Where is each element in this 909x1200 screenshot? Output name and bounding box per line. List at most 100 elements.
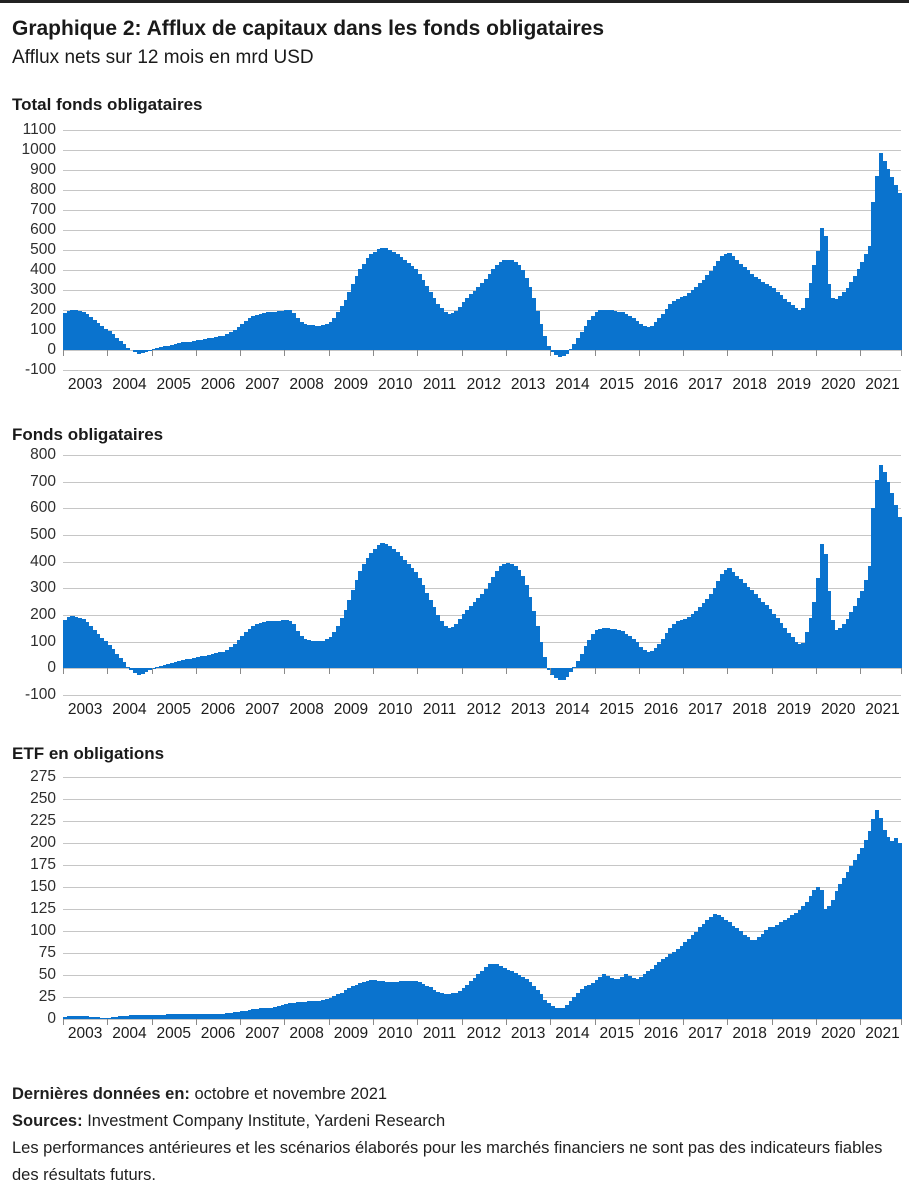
bar — [63, 620, 68, 669]
x-axis-year-label: 2004 — [112, 701, 147, 718]
bar — [291, 313, 297, 350]
bar — [406, 263, 411, 350]
bar — [864, 580, 869, 669]
bar — [631, 318, 636, 350]
bar — [454, 310, 459, 350]
bar — [878, 153, 884, 350]
x-axis-tick — [328, 668, 330, 675]
bar — [627, 316, 633, 350]
gridline — [63, 535, 901, 536]
bar — [860, 848, 865, 1019]
bar — [173, 1013, 178, 1019]
bar — [771, 613, 777, 669]
gridline — [63, 150, 901, 151]
bar — [336, 994, 341, 1019]
bar — [155, 1014, 160, 1019]
bar — [199, 1013, 204, 1019]
bar — [310, 325, 315, 350]
bar — [254, 314, 260, 350]
bar — [136, 668, 142, 675]
bar — [513, 262, 518, 350]
bar — [701, 603, 706, 669]
bar — [823, 909, 828, 1019]
bar — [723, 253, 729, 350]
bar — [147, 350, 153, 351]
x-axis-tick — [727, 350, 729, 356]
bar — [860, 591, 865, 669]
x-axis-tick — [901, 350, 902, 356]
bar — [199, 656, 204, 669]
bar — [734, 575, 740, 669]
bar — [225, 1012, 230, 1019]
bar — [70, 310, 75, 350]
bar — [583, 986, 588, 1019]
bar — [88, 626, 94, 669]
bar — [114, 1017, 119, 1019]
bar — [790, 305, 795, 350]
bar — [280, 1004, 286, 1019]
x-axis-tick — [151, 1019, 153, 1025]
bar — [779, 295, 784, 350]
bar — [325, 639, 330, 669]
footer: Dernières données en: octobre et novembr… — [12, 1081, 897, 1189]
bar — [417, 274, 422, 350]
bar — [598, 976, 603, 1019]
bar — [410, 567, 415, 669]
bar — [709, 916, 714, 1019]
x-axis-year-label: 2013 — [510, 701, 546, 718]
bar — [661, 959, 666, 1019]
x-axis-tick — [284, 350, 286, 356]
bar — [550, 1005, 555, 1019]
bar — [760, 281, 765, 350]
bar — [672, 952, 677, 1019]
x-axis-tick — [107, 668, 109, 675]
bar — [140, 350, 145, 354]
bar — [170, 1013, 175, 1019]
bar — [277, 1005, 282, 1019]
x-axis-year-label: 2020 — [820, 701, 856, 718]
bar — [487, 583, 492, 669]
x-axis-tick — [771, 350, 773, 356]
bar — [358, 269, 363, 350]
bar — [657, 318, 662, 350]
bar — [520, 270, 526, 350]
bar — [74, 310, 79, 350]
x-axis-year-label: 2017 — [688, 701, 723, 718]
bar — [410, 266, 415, 350]
x-axis-tick — [901, 668, 902, 675]
bar — [380, 981, 385, 1019]
bar — [332, 631, 337, 669]
bar — [487, 273, 492, 350]
bar — [384, 248, 389, 350]
bar — [251, 1009, 256, 1019]
bar — [133, 668, 138, 673]
y-axis-label: 600 — [30, 221, 56, 238]
bar — [122, 1016, 127, 1019]
gridline — [63, 250, 901, 251]
bar — [461, 988, 466, 1019]
x-axis-tick — [550, 668, 552, 675]
x-axis-year-label: 2016 — [643, 701, 679, 718]
bar — [140, 668, 145, 674]
bar — [421, 279, 426, 350]
chart-title-etf: ETF en obligations — [12, 744, 165, 763]
bar — [206, 338, 212, 350]
footer-last-data-label: Dernières données en: — [12, 1085, 190, 1103]
bar — [757, 279, 762, 350]
bar — [262, 312, 267, 350]
y-axis-label: 800 — [30, 446, 56, 463]
bar — [557, 1008, 562, 1019]
gridline — [63, 170, 901, 171]
bar — [697, 607, 703, 669]
bar — [649, 325, 655, 350]
bar — [565, 1004, 570, 1019]
bar — [535, 626, 540, 669]
page-subtitle: Afflux nets sur 12 mois en mrd USD — [12, 47, 314, 68]
x-axis-year-label: 2011 — [422, 1025, 457, 1042]
bar — [830, 297, 836, 350]
bar — [243, 320, 249, 350]
x-axis-tick — [550, 350, 552, 356]
bar — [771, 288, 777, 350]
bar — [498, 566, 503, 669]
bar — [391, 982, 396, 1019]
